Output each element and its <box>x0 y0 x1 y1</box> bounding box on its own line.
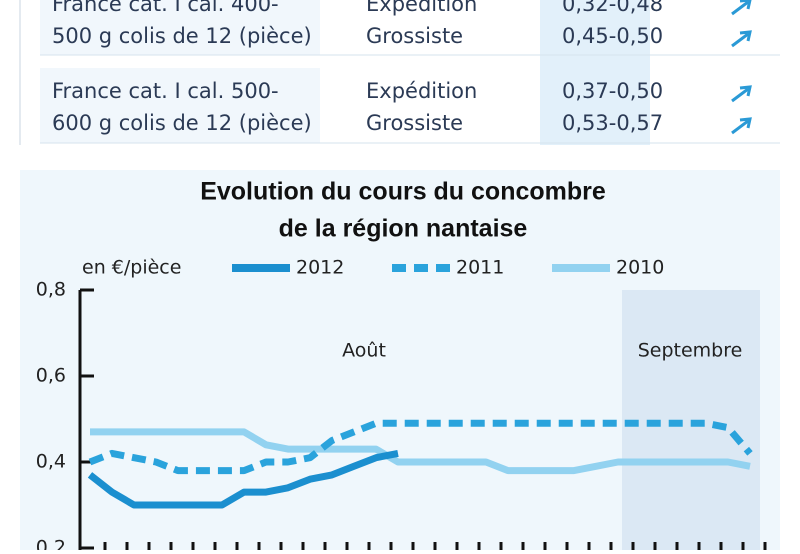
y-tick-label: 0,6 <box>36 365 66 387</box>
product: 500 g colis de 12 (pièce) <box>52 24 312 48</box>
series-line <box>87 449 399 509</box>
month-label: Août <box>342 340 386 362</box>
legend-label: 2010 <box>616 257 664 279</box>
product: France cat. I cal. 400- <box>52 0 279 16</box>
price: 0,53-0,57 <box>562 111 663 135</box>
price-column <box>540 0 650 145</box>
chart: Evolution du cours du concombre de la rég… <box>36 178 767 554</box>
stage: Grossiste <box>366 111 463 135</box>
product: France cat. I cal. 500- <box>52 79 279 103</box>
y-label: en €/pièce <box>82 257 181 279</box>
y-tick-label: 0,8 <box>36 279 66 301</box>
product: 600 g colis de 12 (pièce) <box>52 111 312 135</box>
trend-arrow <box>731 0 752 16</box>
trend-arrow <box>731 85 752 103</box>
chart-title: Evolution du cours du concombre <box>200 178 606 206</box>
chart-title: de la région nantaise <box>279 215 528 243</box>
table: France cat. I cal. 400- Expédition 0,32-0,… <box>52 0 752 135</box>
row-bg <box>40 68 320 143</box>
stage: Grossiste <box>366 24 463 48</box>
stage: Expédition <box>366 79 477 103</box>
trend-arrow <box>731 30 752 48</box>
price: 0,32-0,48 <box>562 0 663 16</box>
stage: Expédition <box>366 0 477 16</box>
legend-label: 2012 <box>296 257 344 279</box>
trend-arrow <box>731 117 752 135</box>
y-tick-label: 0,4 <box>36 451 66 473</box>
price: 0,45-0,50 <box>562 24 663 48</box>
month-label: Septembre <box>638 340 743 362</box>
legend-label: 2011 <box>456 257 504 279</box>
row-bg <box>40 0 320 55</box>
y-tick-label: 0,2 <box>36 537 66 551</box>
series-line <box>90 428 751 475</box>
price: 0,37-0,50 <box>562 79 663 103</box>
series-line <box>88 419 753 475</box>
